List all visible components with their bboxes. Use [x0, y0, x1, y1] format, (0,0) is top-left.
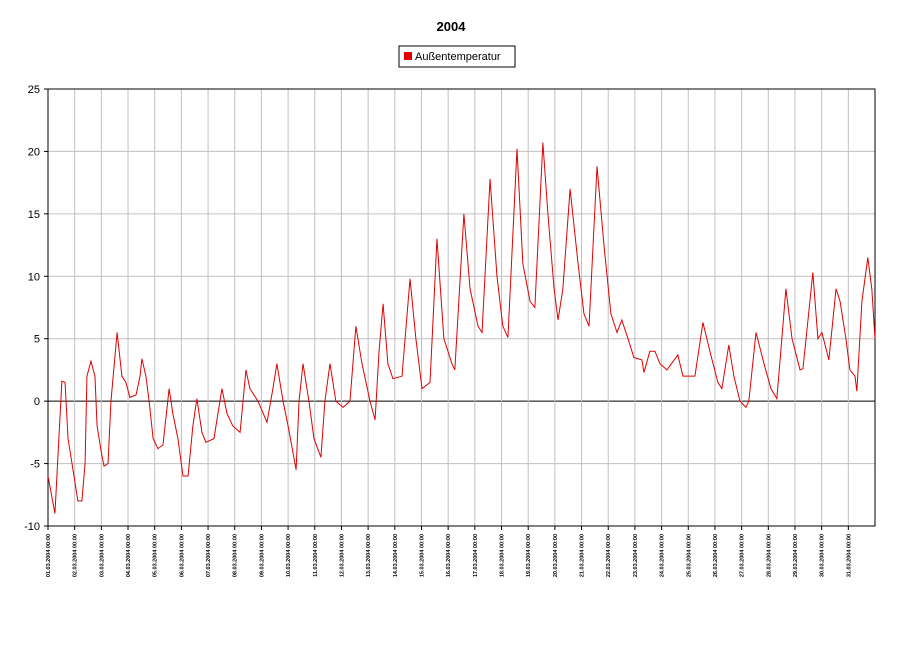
x-tick-label: 15.03.2004 00:00 — [419, 534, 425, 577]
x-tick-label: 24.03.2004 00:00 — [660, 534, 666, 577]
y-tick-label: 10 — [28, 271, 40, 283]
x-tick-label: 09.03.2004 00:00 — [259, 534, 265, 577]
x-tick-label: 03.03.2004 00:00 — [99, 534, 105, 577]
x-tick-label: 30.03.2004 00:00 — [820, 534, 826, 577]
chart-title: 2004 — [437, 19, 467, 34]
x-tick-label: 02.03.2004 00:00 — [73, 534, 79, 577]
legend-box — [398, 45, 516, 68]
y-tick-label: 20 — [28, 146, 40, 158]
x-tick-label: 12.03.2004 00:00 — [339, 534, 345, 577]
x-tick-label: 23.03.2004 00:00 — [633, 534, 639, 577]
x-tick-label: 11.03.2004 00:00 — [313, 534, 319, 577]
line — [47, 142, 876, 514]
y-tick-label: -10 — [24, 521, 40, 533]
x-tick-label: 31.03.2004 00:00 — [846, 534, 852, 577]
x-tick-label: 26.03.2004 00:00 — [713, 534, 719, 577]
x-tick-label: 27.03.2004 00:00 — [740, 534, 746, 577]
y-tick-label: -5 — [30, 459, 40, 471]
x-tick-label: 17.03.2004 00:00 — [473, 534, 479, 577]
legend-swatch — [404, 52, 412, 60]
x-tick-label: 07.03.2004 00:00 — [206, 534, 212, 577]
x-tick-label: 14.03.2004 00:00 — [393, 534, 399, 577]
y-tick-label: 0 — [34, 396, 40, 408]
y-tick-label: 15 — [28, 209, 40, 221]
legend: Außentemperatur — [398, 45, 516, 68]
y-tick-label: 25 — [28, 84, 40, 96]
x-tick-label: 21.03.2004 00:00 — [580, 534, 586, 577]
x-tick-label: 10.03.2004 00:00 — [286, 534, 292, 577]
x-tick-label: 19.03.2004 00:00 — [526, 534, 532, 577]
x-tick-label: 13.03.2004 00:00 — [366, 534, 372, 577]
x-tick-label: 18.03.2004 00:00 — [500, 534, 506, 577]
x-tick-label: 06.03.2004 00:00 — [179, 534, 185, 577]
x-tick-label: 25.03.2004 00:00 — [686, 534, 692, 577]
x-tick-label: 08.03.2004 00:00 — [233, 534, 239, 577]
x-tick-label: 20.03.2004 00:00 — [553, 534, 559, 577]
x-tick-label: 16.03.2004 00:00 — [446, 534, 452, 577]
x-tick-label: 22.03.2004 00:00 — [606, 534, 612, 577]
x-tick-label: 28.03.2004 00:00 — [766, 534, 772, 577]
legend-label: Außentemperatur — [415, 51, 501, 63]
y-tick-label: 5 — [34, 334, 40, 346]
plot-border — [47, 88, 876, 527]
x-tick-label: 01.03.2004 00:00 — [46, 534, 52, 577]
x-tick-label: 05.03.2004 00:00 — [153, 534, 159, 577]
x-tick-label: 29.03.2004 00:00 — [793, 534, 799, 577]
x-tick-label: 04.03.2004 00:00 — [126, 534, 132, 577]
